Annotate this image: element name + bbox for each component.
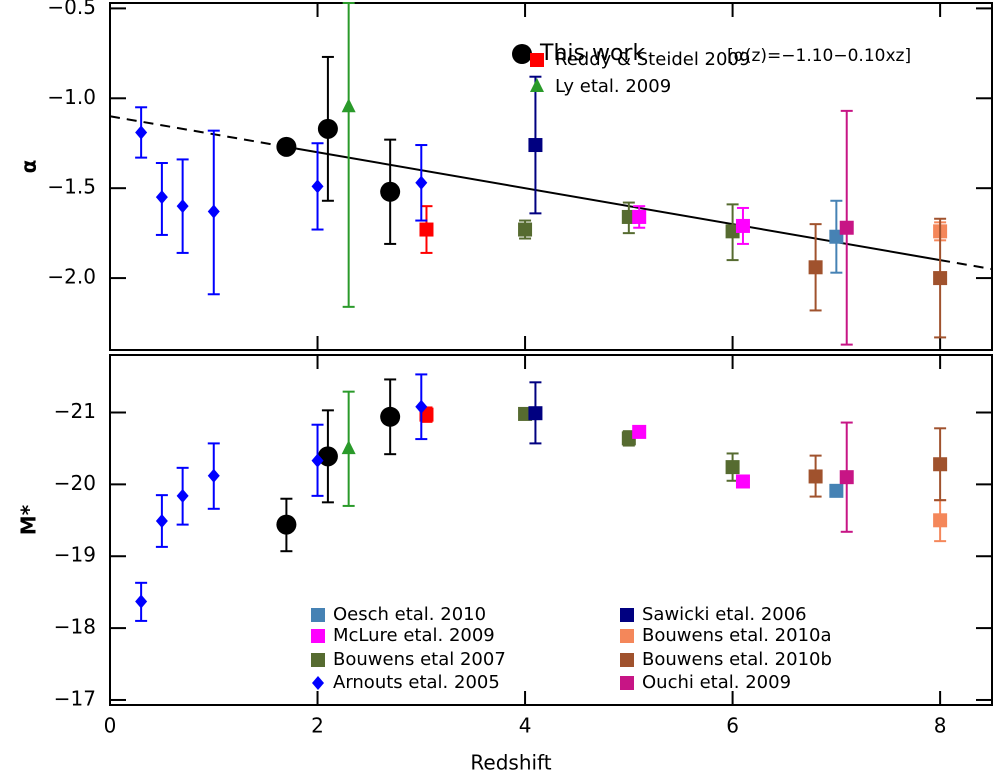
marker xyxy=(135,125,148,140)
x-tick-label: 8 xyxy=(934,714,947,738)
legend-label: McLure etal. 2009 xyxy=(333,625,495,646)
legend-label: Arnouts etal. 2005 xyxy=(333,672,500,693)
y-tick-label: −19 xyxy=(54,543,96,567)
y-tick-label: −17 xyxy=(54,686,96,710)
annotation: [α(z)=−1.10−0.10xz] xyxy=(727,46,911,66)
marker xyxy=(528,406,543,421)
marker xyxy=(632,424,647,439)
x-tick-label: 4 xyxy=(519,714,532,738)
plot-frame xyxy=(109,2,993,351)
legend-label: This work xyxy=(539,41,645,66)
legend-label: Ly etal. 2009 xyxy=(555,76,671,97)
marker xyxy=(518,222,533,237)
y-axis-label: M* xyxy=(17,504,41,535)
y-axis-label: α xyxy=(17,160,41,174)
marker xyxy=(933,271,948,286)
marker xyxy=(207,468,220,483)
legend-marker xyxy=(530,53,544,67)
marker xyxy=(419,222,434,237)
legend-marker xyxy=(620,629,634,643)
x-tick-label: 2 xyxy=(311,714,324,738)
legend-marker xyxy=(311,629,325,643)
y-tick-label: −18 xyxy=(54,615,96,639)
legend-marker xyxy=(620,653,634,667)
legend-label: Bouwens etal 2007 xyxy=(333,649,506,670)
legend-marker xyxy=(512,44,532,64)
marker xyxy=(415,175,428,190)
legend-marker xyxy=(311,653,325,667)
legend-label: Sawicki etal. 2006 xyxy=(642,604,807,625)
marker xyxy=(632,209,647,224)
y-tick-label: −1.0 xyxy=(47,85,96,109)
marker xyxy=(311,453,324,468)
y-tick-label: −2.0 xyxy=(47,265,96,289)
marker xyxy=(311,179,324,194)
marker xyxy=(341,440,356,455)
legend-label: Reddy & Steidel 2009 xyxy=(555,49,750,70)
marker xyxy=(135,594,148,609)
x-axis-label: Redshift xyxy=(470,751,551,775)
legend-marker xyxy=(311,608,325,622)
marker xyxy=(341,98,356,113)
marker xyxy=(276,514,297,535)
marker xyxy=(808,469,823,484)
y-tick-label: −1.5 xyxy=(47,175,96,199)
x-tick-label: 6 xyxy=(726,714,739,738)
plot-frame xyxy=(109,354,993,706)
marker xyxy=(380,181,401,202)
marker xyxy=(380,406,401,427)
marker xyxy=(415,399,428,414)
marker xyxy=(176,488,189,503)
marker xyxy=(735,474,750,489)
y-tick-label: −20 xyxy=(54,471,96,495)
y-tick-label: −0.5 xyxy=(47,0,96,19)
marker xyxy=(735,218,750,233)
marker xyxy=(276,136,297,157)
legend-label: Ouchi etal. 2009 xyxy=(642,672,791,693)
marker xyxy=(839,470,854,485)
marker xyxy=(725,460,740,475)
marker xyxy=(528,138,543,153)
legend-marker xyxy=(620,676,634,690)
fit-line xyxy=(109,115,287,148)
y-tick-label: −21 xyxy=(54,399,96,423)
x-tick-label: 0 xyxy=(104,714,117,738)
legend-marker xyxy=(312,676,324,690)
marker xyxy=(808,260,823,275)
legend-label: Oesch etal. 2010 xyxy=(333,604,486,625)
legend-label: Bouwens etal. 2010a xyxy=(642,625,832,646)
marker xyxy=(207,204,220,219)
marker xyxy=(933,513,948,528)
marker xyxy=(317,118,338,139)
marker xyxy=(839,220,854,235)
marker xyxy=(829,483,844,498)
legend-label: Bouwens etal. 2010b xyxy=(642,649,832,670)
marker xyxy=(933,457,948,472)
marker xyxy=(155,190,168,205)
legend-marker xyxy=(620,608,634,622)
marker xyxy=(155,514,168,529)
fit-line xyxy=(939,259,993,271)
legend-marker xyxy=(530,78,544,92)
marker xyxy=(176,199,189,214)
